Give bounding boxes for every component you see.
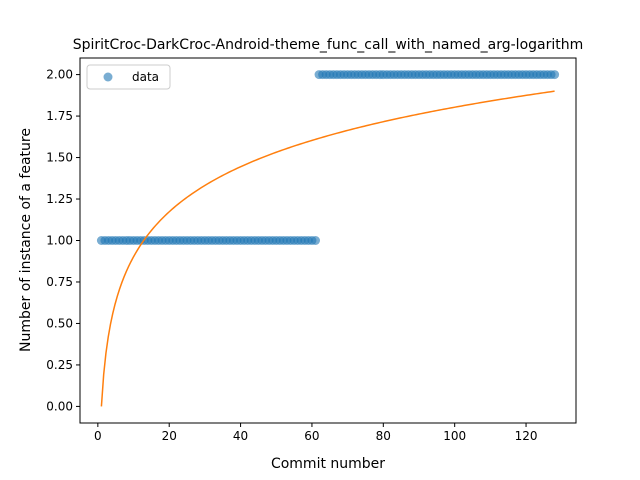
legend-marker [103,72,113,82]
y-tick-label: 1.50 [46,151,73,165]
ticks-layer: 0 20 40 60 80 100 120 0.00 0.25 0.50 0.75 1.00 1.25 1… [46,68,537,443]
y-tick-label: 1.25 [46,192,73,206]
y-tick-label: 1.00 [46,234,73,248]
y-tick-label: 2.00 [46,68,73,82]
y-tick-label: 0.75 [46,275,73,289]
legend: data [86,64,171,90]
x-axis-label: Commit number [271,456,385,472]
y-tick-label: 0.00 [46,399,73,413]
x-tick-label: 20 [162,429,177,443]
x-tick-label: 80 [376,429,391,443]
y-tick-label: 0.50 [46,316,73,330]
legend-box [86,64,171,90]
y-tick-label: 1.75 [46,109,73,123]
x-tick-label: 100 [443,429,466,443]
x-tick-label: 40 [233,429,248,443]
data-point [550,70,560,80]
x-tick-label: 0 [94,429,102,443]
fit-line [100,90,555,407]
x-tick-label: 120 [515,429,538,443]
data-layer [96,70,560,407]
legend-label: data [132,70,159,84]
y-tick-label: 0.25 [46,358,73,372]
chart-title: SpiritCroc-DarkCroc-Android-theme_func_c… [73,37,584,53]
y-axis-label: Number of instance of a feature [18,128,34,352]
data-point [311,236,321,245]
x-tick-label: 60 [304,429,319,443]
